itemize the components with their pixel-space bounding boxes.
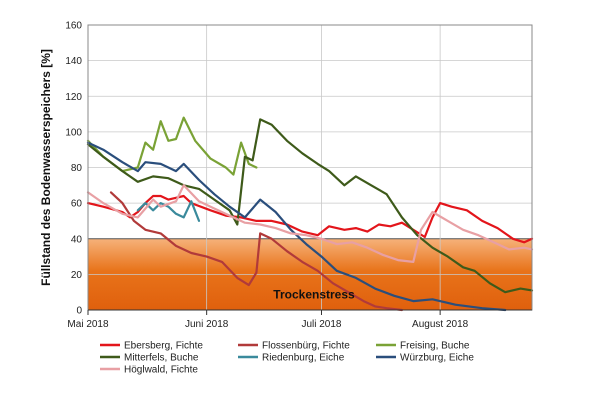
legend-label: Ebersberg, Fichte [124, 341, 203, 352]
legend-item: Riedenburg, Eiche [238, 353, 345, 364]
y-tick-label: 0 [76, 306, 82, 317]
series-line-ebersberg-fichte [86, 194, 534, 244]
y-tick-label: 20 [71, 270, 83, 281]
x-tick-label: August 2018 [412, 319, 469, 330]
legend-label: Höglwald, Fichte [124, 365, 198, 376]
x-tick-label: Mai 2018 [67, 319, 109, 330]
y-tick-label: 100 [65, 127, 82, 138]
legend-label: Mitterfels, Buche [124, 353, 199, 364]
legend-item: Freising, Buche [376, 341, 470, 352]
y-tick-label: 140 [65, 56, 82, 67]
series-line-flossenbürg-fichte [109, 191, 403, 312]
y-tick-label: 60 [71, 199, 83, 210]
series-line-höglwald-fichte [86, 184, 534, 263]
y-tick-label: 40 [71, 234, 83, 245]
legend-label: Flossenbürg, Fichte [262, 341, 350, 352]
y-axis-label: Füllstand des Bodenwasserspeichers [%] [39, 49, 53, 286]
y-tick-label: 120 [65, 92, 82, 103]
axes [87, 24, 533, 315]
x-tick-label: Juni 2018 [185, 319, 229, 330]
series-line-freising-buche [86, 116, 258, 176]
legend-item: Mitterfels, Buche [100, 353, 199, 364]
x-tick-labels: Mai 2018 Juni 2018 Juli 2018 August 2018 [67, 319, 468, 330]
series-lines [86, 116, 534, 312]
legend-item: Würzburg, Eiche [376, 353, 474, 364]
legend-item: Flossenbürg, Fichte [238, 341, 350, 352]
y-tick-label: 160 [65, 21, 82, 32]
legend: Ebersberg, Fichte Flossenbürg, Fichte Frei… [100, 341, 474, 376]
x-tick-label: Juli 2018 [301, 319, 341, 330]
legend-label: Riedenburg, Eiche [262, 353, 345, 364]
series-line-mitterfels-buche [86, 118, 534, 294]
y-tick-labels: 0 20 40 60 80 100 120 140 160 [65, 21, 82, 317]
y-tick-label: 80 [71, 163, 83, 174]
series-line-würzburg-eiche [86, 141, 507, 312]
drought-zone-label: Trockenstress [273, 288, 355, 302]
legend-item: Ebersberg, Fichte [100, 341, 203, 352]
legend-label: Freising, Buche [400, 341, 470, 352]
legend-label: Würzburg, Eiche [400, 353, 474, 364]
legend-item: Höglwald, Fichte [100, 365, 198, 376]
